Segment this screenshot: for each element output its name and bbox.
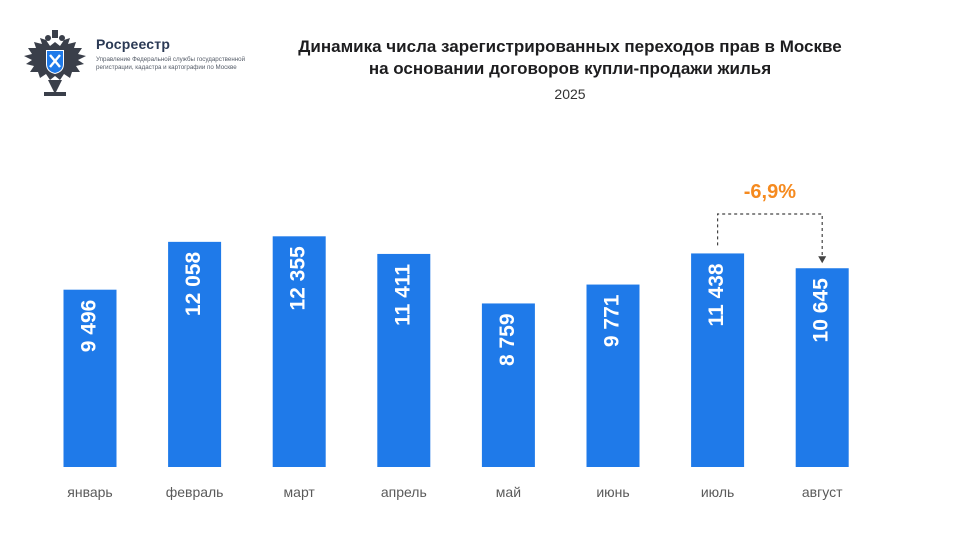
bar-value-label: 11 411	[391, 264, 414, 326]
category-label: июнь	[596, 484, 629, 500]
bar-value-label: 12 058	[182, 252, 205, 317]
bar-3	[272, 236, 326, 467]
bar-value-label: 11 438	[705, 263, 728, 326]
category-label: апрель	[381, 484, 427, 500]
category-label: май	[496, 484, 521, 500]
category-label: август	[802, 484, 843, 500]
bar-7	[691, 253, 745, 467]
bar-4	[377, 253, 431, 467]
bar-value-label: 10 645	[810, 278, 833, 343]
logo-block: Росреестр Управление Федеральной службы …	[22, 28, 252, 108]
annotation-bracket	[717, 213, 823, 259]
bar-5	[481, 303, 535, 467]
chart-subtitle: 2025	[554, 86, 586, 102]
annotation-label: -6,9%	[744, 181, 796, 203]
bar-value-label: 9 496	[78, 300, 101, 353]
org-subtitle: Управление Федеральной службы государств…	[96, 56, 246, 71]
chart-title-line-2: на основании договоров купли-продажи жил…	[368, 59, 772, 78]
bar-6	[586, 284, 640, 467]
bar-8	[795, 268, 849, 467]
bar-value-label: 12 355	[287, 246, 310, 311]
category-label: январь	[67, 484, 112, 500]
category-label: июль	[701, 484, 734, 500]
eagle-emblem-icon	[24, 30, 86, 96]
chart-title-block: Динамика числа зарегистрированных перехо…	[230, 36, 910, 102]
bar-2	[168, 241, 222, 467]
category-label: март	[284, 484, 316, 500]
bar-value-label: 8 759	[496, 313, 519, 366]
bar-1	[63, 289, 117, 467]
bar-value-label: 9 771	[601, 294, 624, 347]
category-label: февраль	[166, 484, 224, 500]
annotation-arrow-icon	[818, 256, 827, 264]
chart-title-line-1: Динамика числа зарегистрированных перехо…	[298, 37, 842, 56]
org-name: Росреестр	[96, 36, 171, 52]
